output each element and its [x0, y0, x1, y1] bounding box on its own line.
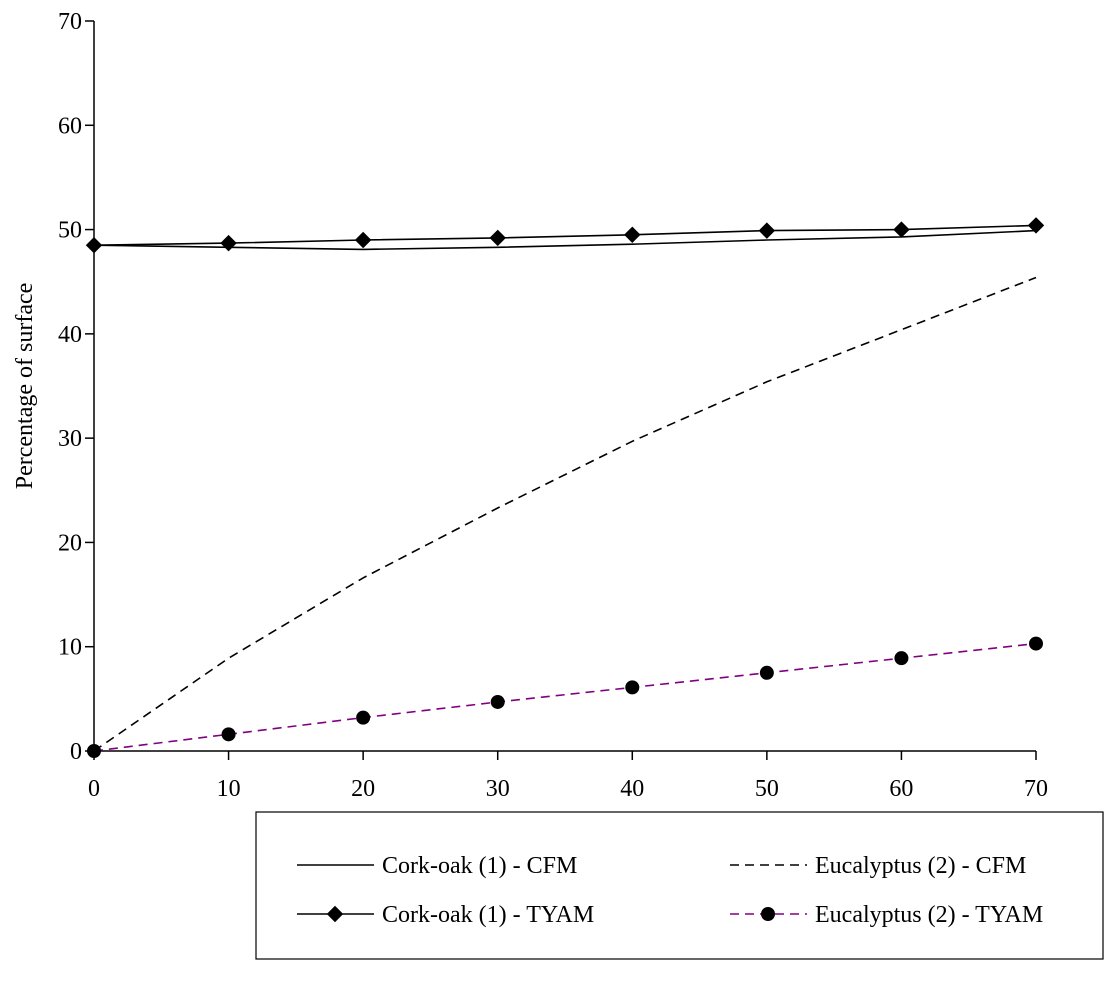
- data-point: [894, 651, 909, 666]
- y-tick-label: 70: [58, 9, 82, 35]
- x-tick-label: 10: [217, 776, 241, 802]
- x-tick-label: 0: [88, 776, 100, 802]
- legend-label: Eucalyptus (2) - TYAM: [815, 902, 1043, 928]
- legend-label: Cork-oak (1) - TYAM: [382, 902, 594, 928]
- x-tick-label: 60: [889, 776, 913, 802]
- series-1: [93, 229, 1037, 251]
- y-tick-label: 20: [58, 530, 82, 556]
- series-4: [87, 636, 1043, 758]
- series-line: [93, 642, 1037, 752]
- data-point: [354, 231, 372, 249]
- legend-item: Cork-oak (1) - TYAM: [297, 902, 594, 928]
- data-point: [490, 694, 505, 709]
- y-tick-label: 30: [58, 426, 82, 452]
- legend-label: Cork-oak (1) - CFM: [382, 853, 577, 879]
- y-tick-label: 60: [58, 113, 82, 139]
- data-point: [625, 680, 640, 695]
- y-axis-title: Percentage of surface: [12, 283, 38, 490]
- data-point: [87, 744, 101, 758]
- x-tick-label: 70: [1024, 776, 1048, 802]
- x-tick-label: 20: [351, 776, 375, 802]
- x-tick-label: 40: [620, 776, 644, 802]
- y-tick-label: 0: [70, 739, 82, 765]
- legend: Cork-oak (1) - CFM Eucalyptus (2) - CFM Co…: [255, 811, 1104, 960]
- data-point: [1027, 217, 1045, 234]
- data-point: [624, 226, 641, 243]
- axes: 0 10 20 30 40 50 60 70 0 10 20 30 40 50 60 70: [58, 9, 1048, 802]
- legend-item: Cork-oak (1) - CFM: [297, 853, 577, 879]
- data-point: [85, 237, 103, 254]
- series-2: [93, 276, 1037, 752]
- y-tick-label: 40: [58, 322, 82, 348]
- data-point: [489, 229, 506, 247]
- data-point: [1029, 636, 1043, 651]
- series-line: [93, 229, 1037, 251]
- series-3: [85, 217, 1045, 254]
- series-line: [93, 276, 1037, 752]
- y-tick-label: 50: [58, 218, 82, 244]
- x-tick-label: 30: [486, 776, 510, 802]
- data-point: [758, 222, 776, 239]
- legend-marker: [761, 907, 775, 921]
- legend-label: Eucalyptus (2) - CFM: [815, 853, 1026, 879]
- data-point: [220, 234, 237, 252]
- data-point: [221, 727, 236, 742]
- legend-box: [255, 811, 1104, 960]
- data-point: [356, 710, 371, 725]
- plot-area: [85, 217, 1045, 758]
- y-tick-label: 10: [58, 635, 82, 661]
- legend-item: Eucalyptus (2) - TYAM: [730, 902, 1043, 928]
- legend-marker: [326, 905, 344, 923]
- data-point: [893, 221, 910, 238]
- x-tick-label: 50: [755, 776, 779, 802]
- series-line: [93, 224, 1037, 246]
- legend-item: Eucalyptus (2) - CFM: [730, 853, 1026, 879]
- data-point: [759, 665, 774, 680]
